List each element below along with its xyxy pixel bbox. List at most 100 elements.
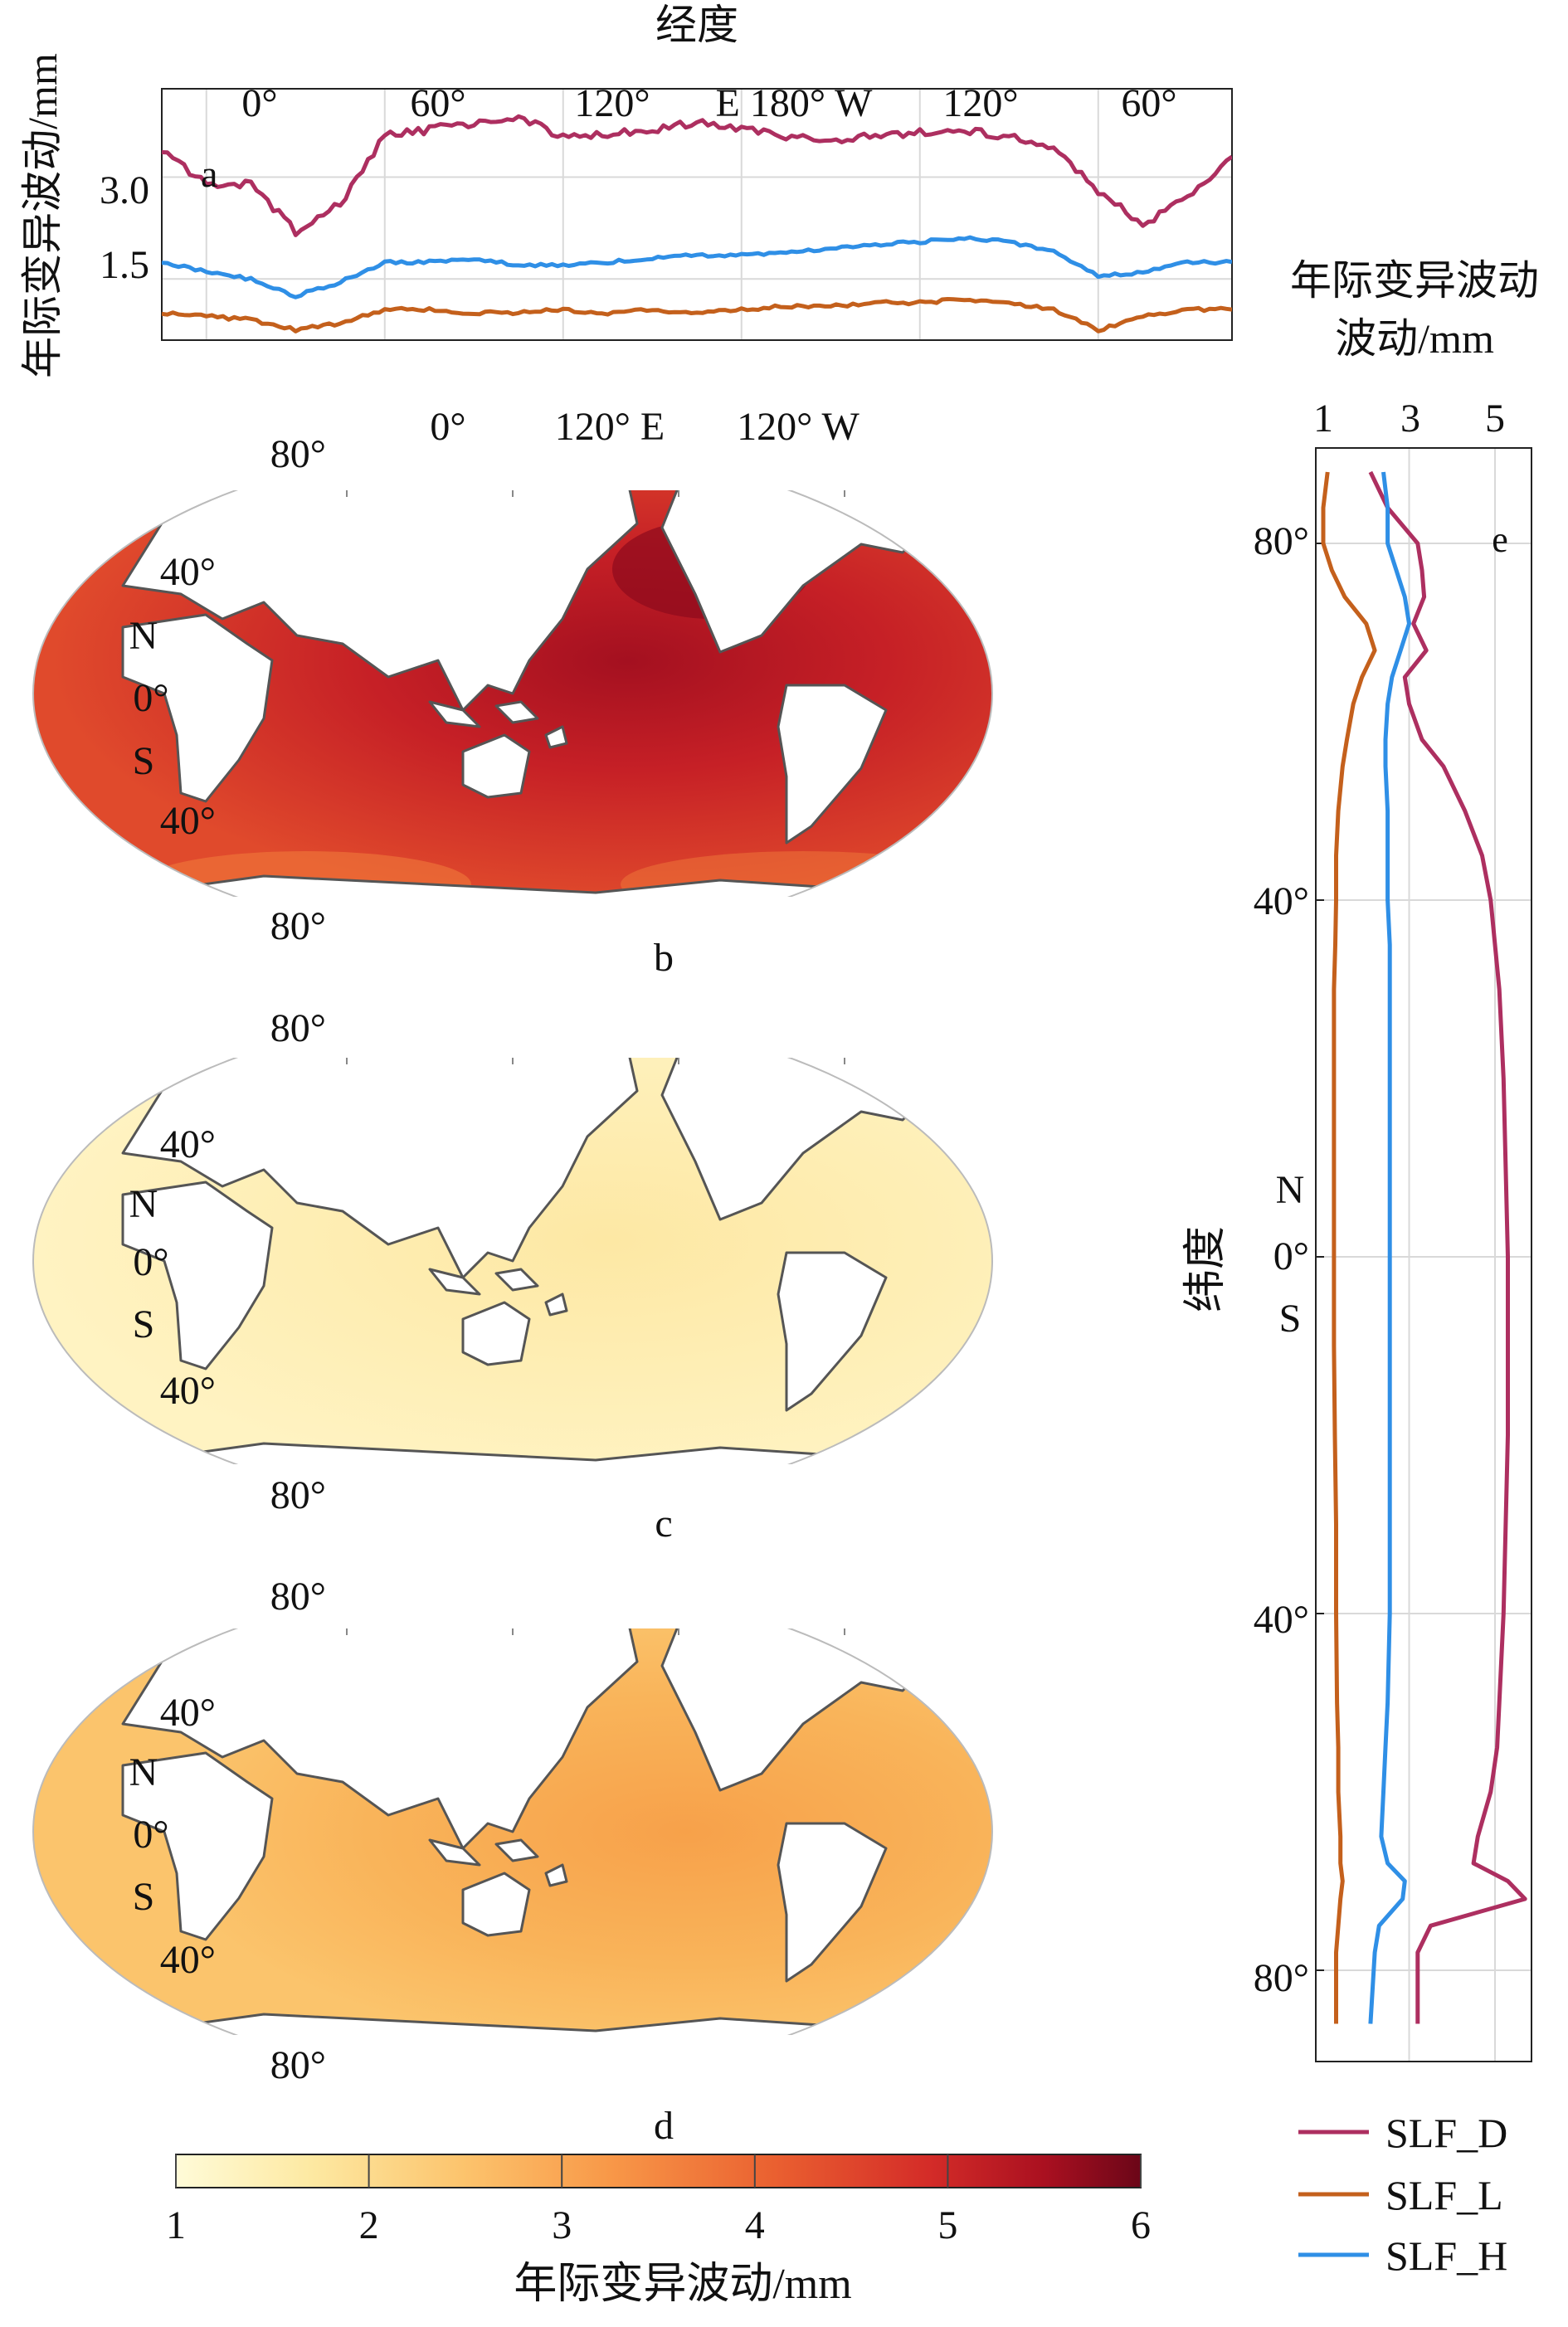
- panel-c-map-land: [777, 1251, 888, 1412]
- panel-a-xaxis-title: 经度: [655, 2, 738, 48]
- colorbar-tick-label-6: 6: [1131, 2203, 1151, 2247]
- legend-label-slf-h: SLF_H: [1385, 2232, 1507, 2279]
- panel-b-map-land: [461, 733, 531, 799]
- panel-d-hemi-n: N: [129, 1750, 158, 1794]
- panel-a-series-lines: [162, 114, 1232, 333]
- panel-c-map-land: [121, 1181, 274, 1370]
- panel-a: 经度 0° 60° 120° E 180° W 120° 60° 3.0 1.5…: [19, 2, 1233, 378]
- panel-d-label: d: [654, 2104, 674, 2148]
- panel-e-grid: [1316, 448, 1531, 2062]
- colorbar-tick-label-2: 2: [359, 2203, 379, 2247]
- panel-c-map-land: [544, 1293, 568, 1317]
- panel-e-line-slf-l: [1321, 471, 1377, 2024]
- panel-e-axes-box: [1315, 447, 1532, 2062]
- panel-a-line-slf-d: [162, 114, 1232, 237]
- panel-c-map-bottom-mask: [29, 1464, 996, 1514]
- panel-b-lat-80n: 80°: [270, 432, 326, 476]
- panel-b-map: [29, 441, 996, 947]
- panel-c-lat-labels: 80° 40° N 0° S 40° 80°: [129, 1006, 326, 1517]
- panel-e-ytick-40n: 40°: [1254, 879, 1309, 923]
- panel-d: 80° 40° N 0° S 40° 80° d: [29, 1575, 996, 2148]
- panel-d-map-clipped: [33, 1598, 992, 2081]
- panel-c-lat-0: 0°: [133, 1240, 168, 1284]
- panel-a-xtick-3: E 180° W: [716, 81, 874, 125]
- panel-b-lat-40n: 40°: [160, 550, 216, 594]
- panel-c-hemi-s: S: [133, 1302, 155, 1346]
- panel-c-label: c: [655, 1502, 672, 1546]
- panel-c-lat-40s: 40°: [160, 1369, 216, 1413]
- panel-b-map-land: [428, 700, 481, 728]
- panel-b-lat-labels: 80° 40° N 0° S 40° 80°: [129, 432, 326, 948]
- panel-d-hemi-s: S: [133, 1875, 155, 1919]
- panel-c-lat-80n: 80°: [270, 1006, 326, 1050]
- panel-a-grid: [162, 89, 1232, 340]
- panel-b-label: b: [654, 936, 674, 980]
- panel-e-xtick-3: 3: [1400, 397, 1420, 441]
- panel-e-ytick-80s: 80°: [1254, 1956, 1309, 2000]
- panel-d-map-bottom-mask: [29, 2035, 996, 2085]
- colorbar-tick-label-3: 3: [552, 2203, 572, 2247]
- colorbar: 1 2 3 4 5 6 年际变异波动/mm: [166, 2154, 1151, 2308]
- panel-b-map-land: [777, 684, 888, 845]
- panel-a-axes-box: [161, 88, 1233, 341]
- panel-b-lat-40s: 40°: [160, 799, 216, 843]
- panel-d-lat-0: 0°: [133, 1813, 168, 1857]
- panel-d-map-land: [494, 1838, 539, 1862]
- panel-e-label: e: [1492, 519, 1508, 560]
- panel-e-xtick-1: 1: [1313, 397, 1333, 441]
- panel-b-map-land: [121, 613, 274, 803]
- legend-label-slf-l: SLF_L: [1385, 2172, 1503, 2218]
- panel-a-line-slf-h: [162, 235, 1232, 299]
- panel-d-map-land: [544, 1863, 568, 1887]
- legend: SLF_D SLF_L SLF_H: [1298, 2110, 1507, 2279]
- panel-d-lat-40s: 40°: [160, 1938, 216, 1982]
- panel-e-series-lines: [1321, 470, 1527, 2024]
- panel-d-lat-labels: 80° 40° N 0° S 40° 80°: [129, 1575, 326, 2087]
- legend-label-slf-d: SLF_D: [1385, 2110, 1507, 2156]
- panel-e-ytick-0: 0°: [1273, 1234, 1309, 1278]
- panel-d-map-land: [777, 1822, 888, 1983]
- panel-e-title-line1: 年际变异波动: [1290, 257, 1539, 304]
- colorbar-tick-label-5: 5: [937, 2203, 957, 2247]
- panel-c-lat-80s: 80°: [270, 1473, 326, 1517]
- panel-d-lat-80n: 80°: [270, 1575, 326, 1619]
- panel-d-map: [29, 1579, 996, 2085]
- panel-e-ylabel: 纬度: [1182, 1226, 1230, 1312]
- panel-a-label: a: [201, 153, 217, 195]
- panel-e-line-slf-h: [1368, 471, 1411, 2024]
- colorbar-tick-label-1: 1: [166, 2203, 186, 2247]
- panel-e-hemi-s: S: [1279, 1297, 1302, 1341]
- colorbar-label: 年际变异波动/mm: [514, 2261, 851, 2308]
- panel-b-lat-80s: 80°: [270, 904, 326, 948]
- panel-e-line-slf-d: [1368, 470, 1527, 2024]
- panel-b-map-clipped: [33, 460, 992, 942]
- panel-a-xtick-0: 0°: [241, 81, 277, 125]
- panel-a-xtick-4: 120°: [942, 81, 1018, 125]
- panel-b: 0° 120° E 120° W 80° 40° N 0° S 40° 80° …: [29, 405, 996, 980]
- panel-b-lat-0: 0°: [133, 676, 168, 720]
- panel-a-xtick-1: 60°: [410, 81, 465, 125]
- panel-e-hemi-n: N: [1276, 1168, 1305, 1212]
- panel-c-lat-40n: 40°: [160, 1122, 216, 1166]
- panel-c-map-clipped: [33, 1027, 992, 1510]
- panel-e-xtick-5: 5: [1485, 397, 1505, 441]
- panel-e: 年际变异波动 波动/mm 1 3 5 e 80° 40° N 0° S 40° …: [1182, 257, 1539, 2062]
- panel-d-map-land: [121, 1751, 274, 1941]
- panel-d-map-top-mask: [29, 1579, 996, 1628]
- panel-c-map-top-mask: [29, 1008, 996, 1058]
- panel-e-ytick-40s: 40°: [1254, 1598, 1309, 1642]
- panel-d-map-land: [428, 1838, 481, 1867]
- panel-d-map-land: [461, 1872, 531, 1937]
- panel-a-xtick-5: 60°: [1121, 81, 1176, 125]
- panel-b-map-land: [494, 700, 539, 724]
- panel-b-map-top-mask: [29, 441, 996, 490]
- panel-e-title-line2: 波动/mm: [1335, 315, 1494, 362]
- panel-d-lat-80s: 80°: [270, 2043, 326, 2087]
- panel-a-x-tick-labels: 0° 60° 120° E 180° W 120° 60°: [241, 81, 1176, 125]
- panel-c-map-land: [494, 1268, 539, 1292]
- panel-a-xtick-2: 120°: [574, 81, 650, 125]
- panel-b-hemi-s: S: [133, 739, 155, 783]
- panel-b-map-bottom-mask: [29, 897, 996, 947]
- panel-c-map-land: [428, 1268, 481, 1296]
